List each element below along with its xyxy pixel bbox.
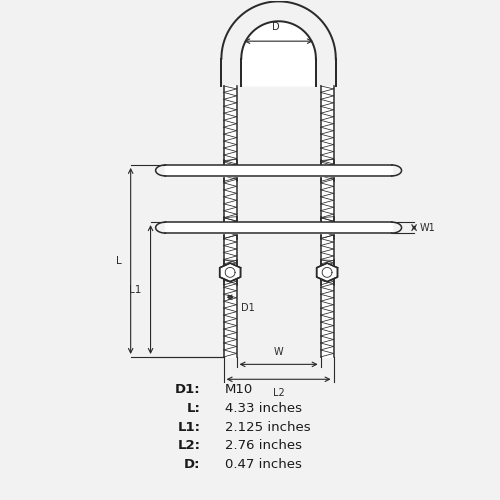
Text: 2.76 inches: 2.76 inches <box>225 440 302 452</box>
Text: D1:: D1: <box>174 382 201 396</box>
Bar <box>224 260 236 285</box>
Text: 4.33 inches: 4.33 inches <box>225 402 302 414</box>
Text: L: L <box>116 256 121 266</box>
Text: L1:: L1: <box>178 420 201 434</box>
Bar <box>320 160 334 182</box>
Text: L1: L1 <box>129 284 141 294</box>
Text: 2.125 inches: 2.125 inches <box>225 420 311 434</box>
Bar <box>166 165 392 176</box>
Text: T: T <box>304 166 310 175</box>
Bar <box>224 160 236 182</box>
Polygon shape <box>220 263 240 281</box>
Bar <box>224 216 236 238</box>
Bar <box>320 260 334 285</box>
Text: D: D <box>272 22 280 32</box>
Text: L:: L: <box>186 402 200 414</box>
Bar <box>320 216 334 238</box>
Polygon shape <box>242 22 316 86</box>
Text: D:: D: <box>184 458 200 471</box>
Bar <box>320 86 334 357</box>
Text: D1: D1 <box>240 303 254 313</box>
Text: L2:: L2: <box>178 440 201 452</box>
Text: W: W <box>274 348 283 358</box>
Bar <box>166 222 392 233</box>
Bar <box>224 86 236 357</box>
Text: M10: M10 <box>225 382 254 396</box>
Text: L2: L2 <box>272 388 284 398</box>
Text: W1: W1 <box>420 222 436 232</box>
Polygon shape <box>316 263 338 281</box>
Text: 0.47 inches: 0.47 inches <box>225 458 302 471</box>
